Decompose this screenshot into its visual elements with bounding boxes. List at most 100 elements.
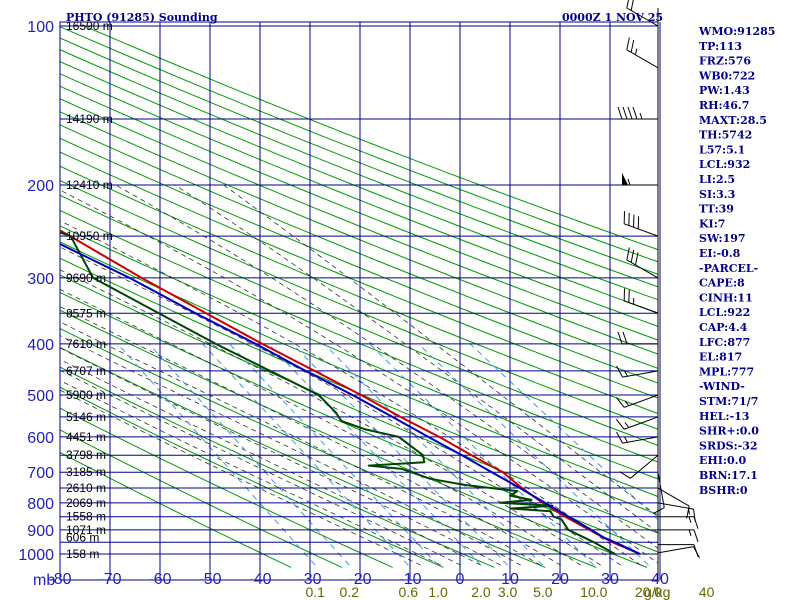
height-label: 9690 m (66, 271, 106, 285)
index-value: LCL:922 (699, 306, 750, 319)
wind-barb-flag (634, 252, 639, 266)
dry-adiabat-line (60, 274, 658, 534)
wind-barb (652, 472, 665, 515)
dry-adiabat-line (60, 180, 658, 430)
mixing-ratio-unit: g/kg (644, 584, 670, 600)
index-value: EL:817 (699, 351, 742, 364)
wind-barb-flag (616, 365, 623, 378)
moist-adiabat-line (60, 389, 421, 566)
height-label: 16590 m (66, 19, 113, 33)
height-label: 606 m (66, 530, 99, 544)
dry-adiabat-line (60, 73, 658, 314)
pressure-axis-label: mb (33, 572, 55, 589)
dry-adiabat-line (60, 137, 658, 384)
mixing-ratio-label: 0.6 (399, 584, 419, 600)
dry-adiabat-line (60, 429, 343, 568)
moist-adiabat-line (60, 335, 521, 566)
pressure-label: 700 (27, 465, 54, 482)
dry-adiabat-line (60, 209, 658, 463)
wind-barb-halfflag (624, 370, 628, 377)
wind-barb (658, 516, 699, 529)
wind-barb-flag (693, 529, 699, 542)
wind-barb-flag (630, 0, 634, 11)
mixing-ratio-label: 20.0 (635, 584, 662, 600)
mixing-ratio-line (369, 343, 595, 566)
wind-barb (657, 487, 690, 519)
sounding-profiles (60, 229, 641, 555)
wind-barb-flag (626, 37, 630, 50)
height-label: 14190 m (66, 112, 113, 126)
pressure-label: 500 (27, 388, 54, 405)
temperature-tick-label: -20 (348, 571, 371, 588)
wind-barb (622, 172, 658, 186)
index-value: TP:113 (699, 40, 742, 53)
wind-barb-flag (686, 505, 690, 519)
mixing-ratio-line (229, 343, 439, 566)
moist-adiabat-line (174, 184, 658, 534)
index-value: -WIND- (699, 380, 745, 393)
wind-barb-flag (615, 397, 625, 408)
moist-adiabats (60, 184, 658, 566)
dry-adiabat-line (60, 49, 658, 288)
index-value: CAP:4.4 (699, 321, 748, 334)
pressure-label: 200 (27, 178, 54, 195)
mixing-ratio-line (292, 343, 508, 566)
mixing-ratio-label: 5.0 (533, 584, 553, 600)
wind-barb-halfflag (624, 400, 630, 406)
height-label: 8575 m (66, 306, 106, 320)
index-value: LCL:932 (699, 158, 750, 171)
wind-barb-staff (622, 436, 659, 444)
dry-adiabats (60, 25, 658, 568)
dry-adiabat-line (60, 225, 658, 480)
pressure-label: 900 (27, 523, 54, 540)
mixing-ratio-label: 1.0 (428, 584, 448, 600)
height-label: 3185 m (66, 465, 106, 479)
index-value: -PARCEL- (699, 262, 758, 275)
wind-barbs (615, 0, 700, 580)
dry-adiabat-line (60, 124, 658, 369)
mixing-ratio-line (117, 343, 316, 566)
temperature-labels: -80 -70 -60 -50 -40 -30 -20 -10 0 10 20 30 40 (48, 571, 669, 588)
dry-adiabat-line (60, 98, 658, 341)
pressure-label: 400 (27, 337, 54, 354)
wind-barb (617, 106, 658, 120)
wind-barb-flag (615, 419, 625, 430)
wind-barb (615, 416, 659, 430)
pressure-labels: 1000 900 800 700 600 500 400 300 200 100 (18, 19, 54, 564)
wind-barb-staff (624, 300, 659, 314)
wind-barb-flag (630, 39, 635, 53)
wind-barb-staff (624, 416, 659, 430)
wind-barb-flag (626, 247, 630, 261)
wind-barb (617, 331, 658, 345)
dry-adiabat-line (60, 61, 658, 301)
mixing-ratio-label: 40 (699, 584, 715, 600)
pressure-label: 1000 (18, 547, 54, 564)
index-value: EHI:0.0 (699, 454, 746, 467)
wind-barb (626, 37, 659, 69)
index-value: PW:1.43 (699, 84, 750, 97)
index-value: RH:46.7 (699, 99, 749, 112)
mixing-ratio-label: 0.1 (305, 584, 325, 600)
moist-adiabat-line (60, 379, 441, 566)
index-value: MPL:777 (699, 365, 754, 378)
pressure-label: 300 (27, 271, 54, 288)
index-value: TH:5742 (699, 129, 752, 142)
wind-barb-flag (619, 471, 631, 479)
wind-barb-flag (692, 509, 696, 522)
mixing-ratio-label: 0.2 (340, 584, 360, 600)
wind-barb-flag (622, 106, 628, 120)
temperature-tick-label: 30 (601, 571, 619, 588)
temperature-tick-label: 10 (501, 571, 519, 588)
temperature-tick-label: 0 (456, 571, 465, 588)
index-value: CINH:11 (699, 291, 753, 304)
index-value: EI:-0.8 (699, 247, 741, 260)
index-value: MAXT:28.5 (699, 114, 767, 127)
mixing-ratio-label: 2.0 (471, 584, 491, 600)
wind-barb-flag (630, 249, 635, 263)
wind-barb-staff (622, 370, 659, 378)
index-value: LI:2.5 (699, 173, 735, 186)
moist-adiabat-line (60, 288, 582, 566)
wind-barb-staff (630, 454, 659, 479)
wind-barb (626, 247, 659, 279)
